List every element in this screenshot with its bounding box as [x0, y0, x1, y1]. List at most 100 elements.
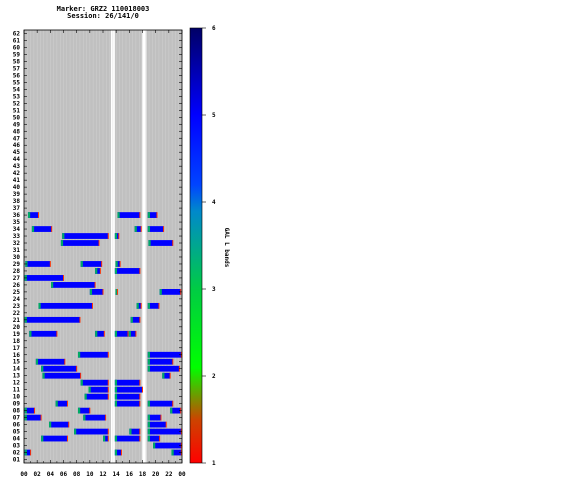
data-segment [77, 407, 90, 414]
y-tick-label: 06 [13, 422, 21, 429]
data-segment [80, 261, 102, 267]
y-tick-label: 23 [13, 303, 21, 310]
x-tick-label: 00 [20, 471, 28, 478]
x-tick-label: 12 [99, 471, 107, 478]
segment-start-cap [128, 330, 131, 337]
data-segment [77, 351, 109, 358]
segment-start-cap [95, 268, 98, 274]
data-segment [159, 289, 181, 295]
y-tick-label: 58 [13, 58, 21, 65]
y-tick-label: 02 [13, 450, 21, 457]
data-segment [29, 330, 57, 337]
x-tick-label: 14 [113, 471, 121, 478]
segment-start-cap [147, 351, 150, 358]
segment-start-cap [147, 302, 150, 309]
data-segment [170, 407, 181, 414]
segment-start-cap [80, 261, 83, 267]
y-tick-label: 18 [13, 338, 21, 345]
data-segment [74, 428, 109, 435]
colorbar-tick-label: 2 [212, 373, 216, 380]
data-segment [80, 379, 109, 386]
y-tick-label: 34 [13, 226, 21, 233]
segment-start-cap [103, 435, 106, 442]
y-tick-label: 08 [13, 408, 21, 415]
segment-start-cap [129, 428, 132, 435]
segment-start-cap [31, 226, 35, 232]
data-segment [147, 351, 182, 358]
segment-start-cap [147, 421, 150, 428]
data-segment [55, 400, 68, 407]
x-tick-label: 20 [152, 471, 160, 478]
segment-start-cap [35, 358, 39, 365]
segment-start-cap [147, 212, 150, 218]
segment-start-cap [114, 233, 118, 239]
segment-start-cap [147, 358, 150, 365]
segment-start-cap [114, 449, 118, 456]
y-tick-label: 32 [13, 240, 21, 247]
segment-start-cap [49, 421, 52, 428]
segment-start-cap [147, 428, 150, 435]
colorbar-gradient [189, 27, 203, 464]
x-tick-label: 00 [178, 471, 186, 478]
y-tick-label: 13 [13, 373, 21, 380]
y-tick-label: 30 [13, 254, 21, 261]
segment-start-cap [60, 240, 64, 246]
y-tick-label: 37 [13, 205, 21, 212]
data-segment [147, 435, 160, 442]
data-segment [35, 358, 65, 365]
y-tick-label: 17 [13, 345, 21, 352]
segment-start-cap [153, 442, 156, 449]
x-tick-label: 08 [73, 471, 81, 478]
x-tick-label: 22 [165, 471, 173, 478]
data-segment [147, 226, 164, 232]
y-tick-label: 11 [13, 387, 21, 394]
data-segment [162, 372, 171, 379]
data-segment [114, 400, 140, 407]
x-tick-label: 06 [60, 471, 68, 478]
segment-start-cap [74, 428, 77, 435]
data-segment [147, 365, 180, 372]
segment-start-cap [148, 240, 151, 246]
y-tick-label: 52 [13, 100, 21, 107]
data-segment [130, 316, 140, 323]
y-tick-label: 46 [13, 142, 21, 149]
segment-start-cap [114, 386, 118, 393]
segment-start-cap [114, 435, 118, 442]
y-tick-label: 45 [13, 149, 21, 156]
segment-start-cap [134, 226, 137, 232]
segment-start-cap [89, 289, 93, 295]
segment-start-cap [114, 393, 118, 400]
segment-start-cap [115, 289, 118, 295]
x-tick-label: 16 [126, 471, 134, 478]
data-segment [60, 240, 100, 246]
y-tick-label: 28 [13, 268, 21, 275]
y-tick-label: 55 [13, 79, 21, 86]
y-tick-label: 57 [13, 65, 21, 72]
colorbar: 1 2 3 4 5 6 GAL L bands [189, 25, 230, 467]
y-tick-label: 48 [13, 128, 21, 135]
x-tick-label: 02 [34, 471, 42, 478]
data-segment [89, 289, 103, 295]
data-segment [171, 449, 182, 456]
segment-start-cap [114, 379, 118, 386]
data-segment [114, 379, 140, 386]
y-tick-label: 03 [13, 443, 21, 450]
data-segment [114, 435, 140, 442]
segment-start-cap [147, 365, 150, 372]
chart-subtitle: Session: 26/141/0 [67, 12, 139, 20]
data-segment [134, 226, 142, 232]
segment-start-cap [84, 393, 87, 400]
data-segment [24, 449, 31, 456]
y-tick-label: 14 [13, 366, 21, 373]
x-tick-label: 10 [86, 471, 94, 478]
y-tick-label: 29 [13, 261, 21, 268]
y-tick-label: 35 [13, 219, 21, 226]
y-tick-label: 40 [13, 184, 21, 191]
y-tick-label: 62 [13, 30, 21, 37]
y-tick-label: 42 [13, 170, 21, 177]
data-segment [147, 400, 173, 407]
data-segment [24, 414, 42, 421]
data-segment [114, 268, 140, 274]
colorbar-tick-label: 1 [212, 460, 216, 467]
x-tick-label: 04 [47, 471, 55, 478]
